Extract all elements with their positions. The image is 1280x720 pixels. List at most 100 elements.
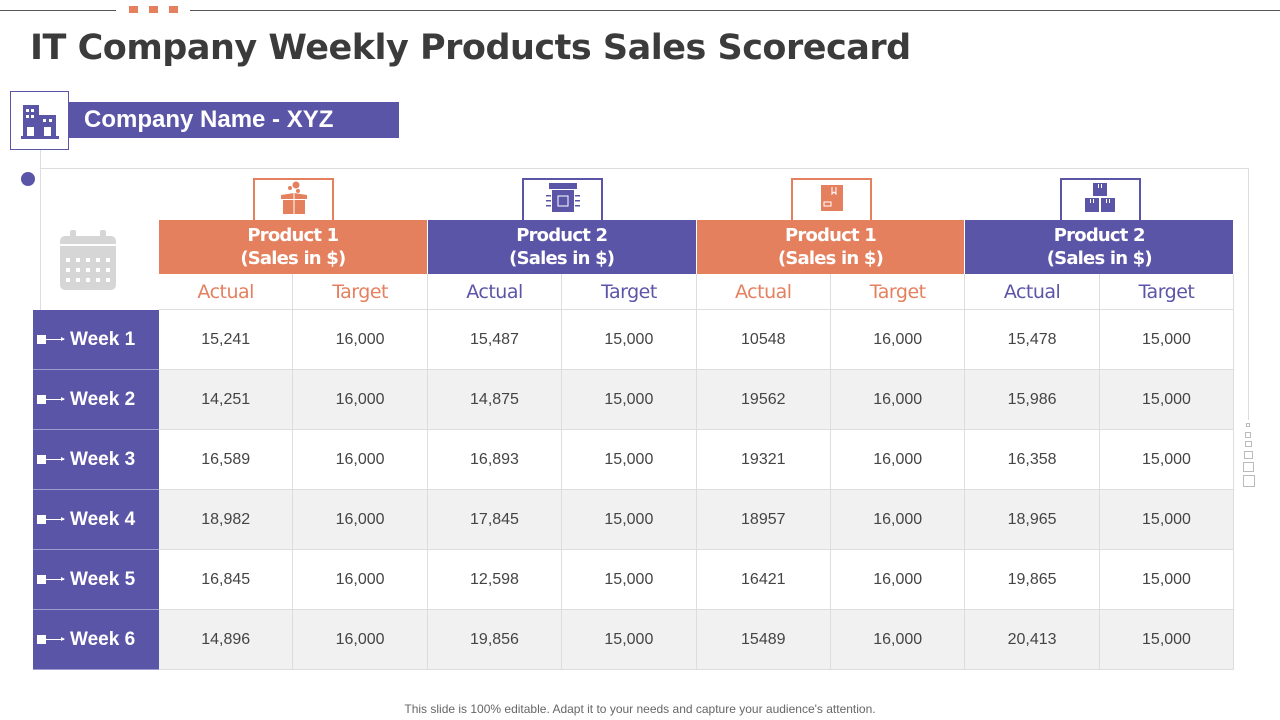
- product-group-header: Product 1 (Sales in $): [696, 220, 966, 274]
- table-cell: 16,000: [293, 310, 428, 370]
- gift-box-icon: [279, 181, 309, 220]
- week-label: Week 3: [33, 430, 159, 490]
- table-cell: 16,000: [293, 490, 428, 550]
- arrow-icon: [46, 517, 65, 521]
- week-label: Week 4: [33, 490, 159, 550]
- footer-note: This slide is 100% editable. Adapt it to…: [404, 702, 876, 716]
- table-cell: 14,875: [427, 370, 563, 430]
- table-cell: 16,000: [831, 370, 966, 430]
- marker-icon: [37, 635, 46, 644]
- product-group-header: Product 2 (Sales in $): [427, 220, 697, 274]
- table-cell: 16421: [696, 550, 831, 610]
- table-cell: 15,487: [427, 310, 563, 370]
- table-cell: 16,845: [159, 550, 294, 610]
- table-cell: 15,000: [562, 610, 697, 670]
- week-label: Week 2: [33, 370, 159, 430]
- table-cell: 15,986: [965, 370, 1100, 430]
- week-name: Week 2: [70, 388, 136, 410]
- divider: [1248, 168, 1249, 420]
- table-cell: 15489: [696, 610, 831, 670]
- company-name-banner: Company Name - XYZ: [68, 102, 399, 138]
- decor-square: [1245, 432, 1251, 438]
- week-name: Week 1: [70, 328, 136, 350]
- product-icon-box: [1059, 178, 1141, 221]
- divider: [40, 168, 1249, 169]
- column-header-target: Target: [562, 274, 697, 310]
- week-name: Week 3: [70, 448, 136, 470]
- product-name: Product 2: [516, 225, 608, 246]
- table-cell: 15,478: [965, 310, 1100, 370]
- product-group-header: Product 2 (Sales in $): [965, 220, 1235, 274]
- table-cell: 19,856: [427, 610, 563, 670]
- table-cell: 16,000: [831, 490, 966, 550]
- product-name: Product 1: [247, 225, 339, 246]
- decor-square: [1243, 475, 1255, 487]
- marker-icon: [37, 395, 46, 404]
- arrow-icon: [46, 637, 65, 641]
- table-cell: 10548: [696, 310, 831, 370]
- week-name: Week 6: [70, 628, 136, 650]
- column-header-target: Target: [293, 274, 428, 310]
- table-cell: 16,358: [965, 430, 1100, 490]
- product-name: Product 1: [784, 225, 877, 246]
- table-cell: 15,000: [562, 490, 697, 550]
- table-cell: 15,000: [562, 310, 697, 370]
- table-cell: 19321: [696, 430, 831, 490]
- package-icon: [820, 185, 843, 216]
- product-icon-box: [253, 178, 335, 221]
- table-cell: 16,000: [293, 550, 428, 610]
- table-cell: 16,000: [293, 430, 428, 490]
- table-cell: 15,000: [1099, 490, 1235, 550]
- product-unit: (Sales in $): [1046, 248, 1153, 269]
- accent-square: [149, 6, 158, 13]
- table-cell: 15,000: [1099, 550, 1235, 610]
- accent-square: [129, 6, 138, 13]
- table-cell: 19562: [696, 370, 831, 430]
- column-header-target: Target: [1099, 274, 1235, 310]
- table-cell: 18,982: [159, 490, 294, 550]
- column-header-actual: Actual: [159, 274, 294, 310]
- arrow-icon: [46, 457, 65, 461]
- week-label: Week 1: [33, 310, 159, 370]
- table-cell: 15,000: [1099, 370, 1235, 430]
- table-cell: 15,000: [1099, 610, 1235, 670]
- table-cell: 16,000: [831, 310, 966, 370]
- week-name: Week 4: [70, 508, 136, 530]
- calendar-icon: [60, 230, 116, 295]
- product-name: Product 2: [1053, 225, 1146, 246]
- table-cell: 14,896: [159, 610, 294, 670]
- product-unit: (Sales in $): [777, 248, 884, 269]
- arrow-icon: [46, 397, 65, 401]
- table-cell: 15,000: [1099, 430, 1235, 490]
- accent-square: [169, 6, 178, 13]
- stacked-boxes-icon: [1085, 183, 1116, 218]
- arrow-icon: [46, 337, 65, 341]
- top-rule-left: [0, 10, 116, 11]
- week-label: Week 5: [33, 550, 159, 610]
- building-icon: [10, 91, 69, 150]
- decor-square: [1244, 451, 1253, 459]
- table-cell: 19,865: [965, 550, 1100, 610]
- table-cell: 16,000: [831, 610, 966, 670]
- marker-icon: [37, 515, 46, 524]
- marker-icon: [37, 455, 46, 464]
- table-cell: 12,598: [427, 550, 563, 610]
- table-cell: 18,965: [965, 490, 1100, 550]
- decor-square: [1243, 462, 1254, 472]
- arrow-icon: [46, 577, 65, 581]
- product-unit: (Sales in $): [240, 248, 346, 269]
- table-cell: 15,241: [159, 310, 294, 370]
- column-header-actual: Actual: [965, 274, 1100, 310]
- product-unit: (Sales in $): [509, 248, 615, 269]
- column-header-actual: Actual: [696, 274, 831, 310]
- column-header-target: Target: [831, 274, 966, 310]
- table-cell: 16,000: [293, 370, 428, 430]
- table-cell: 15,000: [562, 370, 697, 430]
- marker-icon: [37, 575, 46, 584]
- decor-square: [1246, 423, 1250, 427]
- top-rule-right: [190, 10, 1280, 11]
- page-title: IT Company Weekly Products Sales Scoreca…: [30, 28, 911, 68]
- week-label: Week 6: [33, 610, 159, 670]
- timeline-dot: [21, 172, 35, 186]
- week-name: Week 5: [70, 568, 136, 590]
